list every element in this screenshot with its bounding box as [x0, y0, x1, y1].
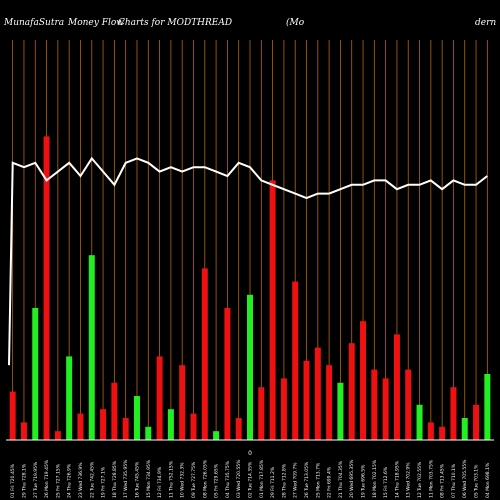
bar-down-35: [405, 369, 412, 440]
x-tick-label: 16 Tue 745.45%: [134, 461, 140, 498]
x-tick-label: 15 Fri 712.6%: [383, 466, 389, 498]
x-tick-label: 22 Tue 742.45%: [89, 461, 95, 498]
bar-up-12: [145, 426, 152, 440]
x-tick-label: 11 Thu 752.15%: [168, 460, 174, 498]
x-tick-label: 05 Tue 703.1%: [474, 464, 480, 498]
bar-down-19: [224, 308, 231, 440]
bar-down-32: [371, 369, 378, 440]
x-tick-label: 08 Fri 713.45%: [440, 463, 446, 498]
bar-up-42: [484, 374, 491, 440]
bar-down-23: [269, 180, 276, 440]
x-tick-label: 29 Fri 711.2%: [270, 466, 276, 498]
bar-down-13: [156, 356, 163, 440]
x-tick-label: 19 Tue 696.5%: [361, 464, 367, 498]
x-tick-label: 21 Thu 704.35%: [338, 460, 344, 498]
x-tick-label: 13 Wed 702.9%: [406, 462, 412, 498]
bar-up-21: [247, 294, 253, 440]
x-tick-label: 14 Thu 718.95%: [394, 460, 400, 498]
bar-down-16: [190, 413, 197, 440]
x-tick-label: 27 Wed 709.7%: [293, 462, 299, 498]
bar-up-29: [337, 382, 344, 440]
x-tick-label: 06 Wed 705.55%: [462, 459, 468, 498]
x-tick-label: 24 Thu 726.9%: [67, 463, 73, 498]
x-tick-label: 04 Thu 735.75%: [225, 460, 231, 498]
bar-down-37: [427, 422, 434, 440]
bar-down-6: [77, 413, 84, 440]
bar-up-18: [213, 431, 220, 440]
bar-down-34: [393, 334, 400, 440]
bar-down-4: [54, 431, 61, 440]
bars: [9, 136, 491, 440]
x-tick-label: 03 Wed 720.55%: [236, 459, 242, 498]
x-tick-label: 12 Tue 702.55%: [417, 461, 423, 498]
bar-down-28: [326, 365, 333, 440]
bar-down-17: [201, 268, 208, 440]
bar-down-39: [450, 387, 457, 440]
x-tick-label: 17 Wed 735.95%: [123, 459, 129, 498]
bar-down-31: [360, 321, 367, 440]
x-tick-label: 28 Thu 712.8%: [281, 463, 287, 498]
bar-down-27: [314, 347, 321, 440]
x-tick-label: 26 Tue 713.05%: [304, 461, 310, 498]
bar-down-41: [473, 404, 480, 440]
bar-down-33: [382, 378, 389, 440]
bar-up-40: [461, 418, 468, 440]
x-tick-label: 23 Wed 736.9%: [78, 462, 84, 498]
bar-down-38: [439, 426, 446, 440]
bar-down-25: [292, 281, 299, 440]
x-tick-label: 10 Wed 732.3%: [180, 462, 186, 498]
chart-title-part-5: dern: [475, 18, 496, 28]
bar-down-3: [43, 136, 50, 440]
bar-down-26: [303, 360, 310, 440]
x-tick-label: 20 Wed 695.35%: [349, 459, 355, 498]
bar-down-1: [20, 422, 27, 440]
x-tick-label: 07 Thu 710.1%: [451, 463, 457, 498]
x-tick-label: 18 Thu 728.85%: [112, 460, 118, 498]
bar-down-8: [100, 409, 107, 440]
bar-up-36: [416, 404, 423, 440]
bar-up-7: [88, 255, 95, 440]
x-tick-label: 01 Mon 717.85%: [259, 459, 265, 498]
bar-down-30: [348, 343, 355, 440]
x-tick-label: 08 Mon 726.05%: [202, 459, 208, 498]
x-tick-label: 25 Mon 713.7%: [315, 462, 321, 498]
bar-down-9: [111, 382, 118, 440]
x-tick-label: 19 Fri 727.1%: [101, 466, 107, 498]
x-tick-label: 25 Fri 727.15%: [55, 463, 61, 498]
bar-up-2: [32, 308, 39, 440]
x-tick-label: 18 Mon 702.15%: [372, 459, 378, 498]
x-tick-label: 09 Tue 727.75%: [191, 461, 197, 498]
x-tick-label: 04 Mon 698.1%: [485, 462, 491, 498]
bar-down-20: [235, 418, 242, 440]
x-tick-label: 26 Mon 719.45%: [44, 459, 50, 498]
bar-up-5: [66, 356, 73, 440]
bar-down-10: [122, 418, 129, 440]
x-tick-label: 02 Tue 714.35%: [248, 461, 254, 498]
bar-down-0: [9, 391, 16, 440]
bar-up-11: [133, 396, 140, 440]
bar-up-14: [167, 409, 174, 440]
x-tick-label: 15 Mon 734.95%: [146, 459, 152, 498]
baseline-label: 0: [248, 450, 252, 457]
x-tick-label: 29 Thu 728.1%: [21, 463, 27, 498]
x-tick-label: 05 Fri 729.65%: [214, 463, 220, 498]
chart-title-part-1: MunafaSutra: [3, 18, 64, 28]
x-tick-label: 12 Fri 734.9%: [157, 466, 163, 498]
chart-title-part-4: (Mo: [286, 17, 305, 28]
chart-title-part-3: Charts for MODTHREAD: [118, 18, 232, 28]
chart-title-part-2: Money Flow: [67, 18, 124, 28]
x-tick-label: 27 Tue 719.95%: [33, 461, 39, 498]
x-tick-label: 01 Fri 720.45%: [10, 463, 16, 498]
x-tick-label: 11 Mon 703.75%: [428, 459, 434, 498]
money-flow-line: [8, 156, 488, 366]
bar-down-24: [280, 378, 287, 440]
bar-down-15: [179, 365, 186, 440]
x-tick-labels: 01 Fri 720.45% 29 Thu 728.1% 27 Tue 719.95…: [10, 459, 491, 498]
bar-down-22: [258, 387, 265, 440]
x-tick-label: 22 Fri 699.4%: [327, 466, 333, 498]
